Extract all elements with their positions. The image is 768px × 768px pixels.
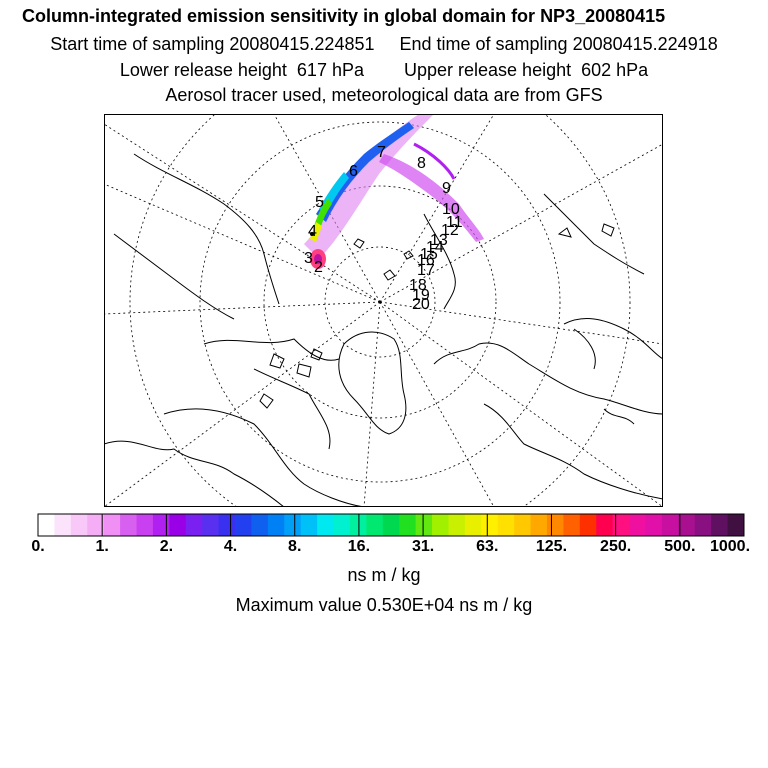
colorbar-swatch (432, 514, 449, 536)
colorbar-tick-label: 1. (95, 538, 109, 555)
colorbar-swatch (70, 514, 88, 536)
day-label: 8 (417, 155, 426, 172)
colorbar-swatch (284, 514, 302, 536)
colorbar (37, 513, 745, 537)
latitude-circles (129, 114, 631, 507)
colorbar-swatch (136, 514, 154, 536)
colorbar-swatch (87, 514, 105, 536)
colorbar-swatch (251, 514, 269, 536)
day-label: 18 (409, 277, 427, 294)
day-label: 14 (426, 239, 444, 256)
colorbar-swatch (514, 514, 532, 536)
day-label: 19 (412, 287, 430, 304)
colorbar-swatch (481, 514, 499, 536)
colorbar-swatch (300, 514, 318, 536)
tracer-info: Aerosol tracer used, meteorological data… (165, 85, 603, 105)
colorbar-tick-label: 250. (600, 538, 632, 555)
colorbar-swatch (546, 514, 564, 536)
day-label: 20 (412, 296, 430, 313)
colorbar-swatch (185, 514, 203, 536)
colorbar-swatch (596, 514, 614, 536)
day-label: 13 (430, 232, 448, 249)
colorbar-tick-label: 63. (476, 538, 499, 555)
day-label: 4 (308, 223, 317, 240)
colorbar-tick-label: 125. (535, 538, 568, 555)
colorbar-swatch (169, 514, 187, 536)
day-label: 5 (315, 194, 324, 211)
colorbar-swatch (120, 514, 138, 536)
colorbar-tick-label: 16. (347, 538, 371, 555)
colorbar-swatch (103, 514, 121, 536)
colorbar-swatch (678, 514, 696, 536)
colorbar-swatch (563, 514, 581, 536)
colorbar-swatch (415, 514, 433, 536)
coastlines (104, 153, 663, 507)
colorbar-swatch (629, 514, 646, 536)
colorbar-swatch (612, 514, 630, 536)
day-labels: 2 3 4 5 6 7 8 9 10 11 12 13 14 15 16 17 … (304, 144, 463, 313)
colorbar-swatch (694, 514, 712, 536)
colorbar-swatch (661, 514, 679, 536)
colorbar-swatch (152, 514, 170, 536)
colorbar-swatch (366, 514, 384, 536)
colorbar-swatch (333, 514, 351, 536)
colorbar-border (37, 513, 745, 537)
colorbar-swatch (54, 514, 72, 536)
colorbar-tick-label: 1000. (709, 538, 751, 555)
colorbar-swatch (448, 514, 466, 536)
colorbar-swatch (497, 514, 515, 536)
colorbar-tick-label: 8. (288, 538, 302, 555)
day-label: 2 (314, 259, 323, 276)
sensitivity-plume (304, 114, 484, 269)
units-label: ns m / kg (347, 565, 421, 585)
day-label: 15 (420, 246, 438, 263)
colorbar-swatch (218, 514, 236, 536)
colorbar-swatch (382, 514, 400, 536)
colorbar-swatch (727, 514, 745, 536)
colorbar-swatch (267, 514, 285, 536)
colorbar-swatch (464, 514, 482, 536)
day-label: 11 (446, 214, 463, 231)
polar-map: 2 3 4 5 6 7 8 9 10 11 12 13 14 15 16 17 … (104, 114, 663, 507)
colorbar-tick-label: 2. (159, 538, 174, 555)
plot-title: Column-integrated emission sensitivity i… (22, 6, 666, 26)
colorbar-swatch (235, 514, 252, 536)
release-heights: Lower release height 617 hPa Upper relea… (119, 60, 649, 80)
day-label: 3 (304, 250, 313, 267)
colorbar-swatch (530, 514, 548, 536)
colorbar-swatch (399, 514, 417, 536)
colorbar-tick-label: 500. (664, 538, 696, 555)
colorbar-tick-label: 31. (411, 538, 435, 555)
sampling-times: Start time of sampling 20080415.224851 E… (50, 34, 718, 54)
meridians (104, 114, 663, 507)
day-label: 12 (441, 222, 459, 239)
colorbar-tick-label: 0. (31, 538, 45, 555)
colorbar-swatch (317, 514, 335, 536)
colorbar-swatch (579, 514, 597, 536)
day-label: 17 (417, 262, 435, 279)
day-label: 10 (442, 201, 460, 218)
colorbar-swatch (202, 514, 220, 536)
day-label: 6 (349, 163, 358, 180)
day-label: 16 (417, 252, 435, 269)
day-label: 9 (442, 180, 451, 197)
colorbar-swatch (711, 514, 729, 536)
colorbar-tick-label: 4. (223, 538, 238, 555)
colorbar-swatch (645, 514, 663, 536)
colorbar-swatch (38, 514, 55, 536)
day-label: 7 (377, 144, 386, 161)
maximum-value: Maximum value 0.530E+04 ns m / kg (235, 595, 533, 615)
